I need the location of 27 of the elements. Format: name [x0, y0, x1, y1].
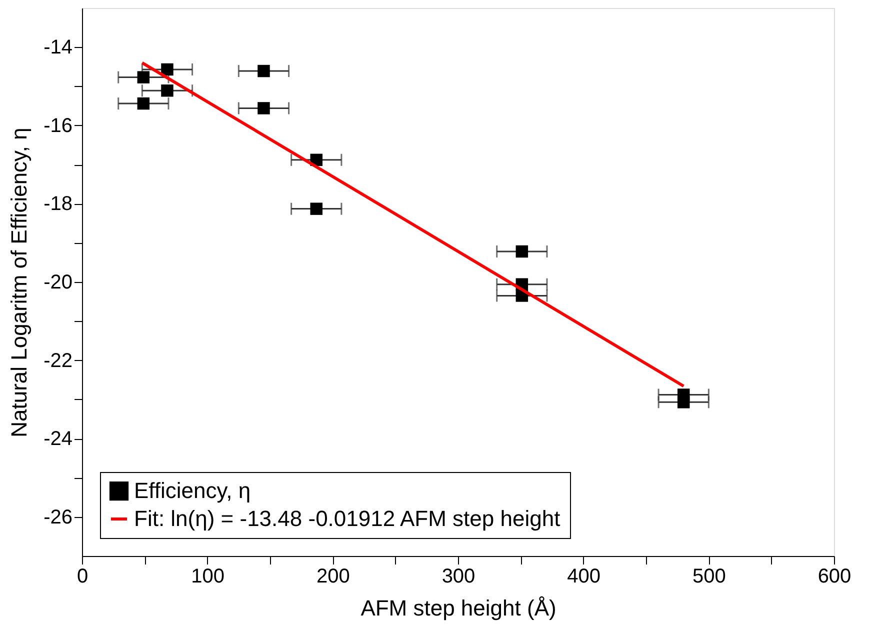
point: [137, 71, 150, 84]
point: [677, 396, 690, 408]
x-tick-label: 500: [692, 566, 726, 588]
x-tick-label: 300: [442, 566, 476, 588]
y-tick-label: -18: [44, 193, 72, 216]
y-axis-title: Natural Logaritm of Efficiency, η: [6, 128, 32, 438]
y-tick-label: -24: [44, 428, 72, 450]
point: [161, 84, 174, 97]
point: [516, 245, 528, 258]
y-tick-label: -22: [44, 350, 72, 372]
y-tick-label: -16: [44, 114, 72, 137]
point: [310, 202, 322, 215]
point: [258, 102, 270, 114]
point: [161, 63, 174, 76]
y-tick-label: -26: [44, 506, 72, 528]
legend-label: Fit: ln(η) = -13.48 -0.01912 AFM step height: [134, 506, 560, 531]
y-tick-label: -14: [44, 36, 72, 59]
x-tick-label: 400: [567, 566, 601, 588]
x-tick-label: 100: [191, 566, 225, 588]
x-tick-label: 200: [316, 566, 350, 588]
x-axis-title: AFM step height (Å): [360, 596, 556, 620]
point: [258, 64, 270, 78]
point: [137, 97, 150, 110]
legend-label: Efficiency, η: [134, 478, 251, 503]
x-tick-label: 600: [818, 566, 852, 588]
y-tick-label: -20: [44, 272, 72, 294]
x-tick-label: 0: [76, 566, 88, 588]
